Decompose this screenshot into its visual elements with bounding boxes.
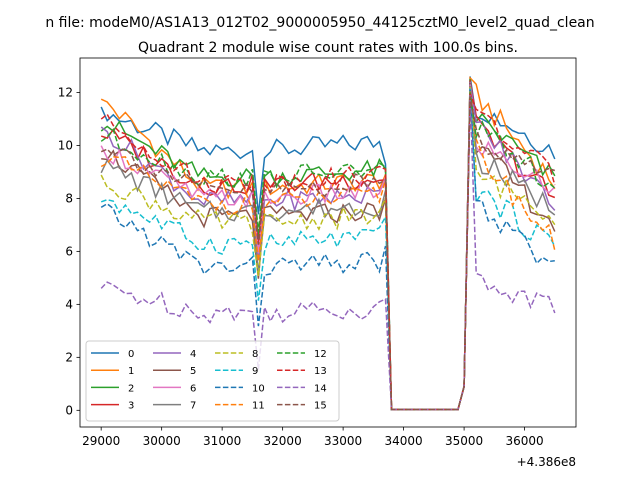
y-tick-label: 0 [65,403,73,417]
y-tick-label: 4 [65,297,73,311]
legend-label-8: 8 [252,349,258,360]
series-line-11 [100,91,556,411]
legend-label-0: 0 [128,349,134,360]
x-tick-label: 29000 [82,434,120,448]
legend-label-4: 4 [190,349,196,360]
series-line-9 [100,88,556,411]
x-tick-label: 33000 [324,434,362,448]
legend-label-14: 14 [314,383,327,394]
x-tick-label: 35000 [445,434,483,448]
legend-box [85,340,340,422]
x-tick-label: 34000 [385,434,423,448]
legend-label-3: 3 [128,401,134,412]
legend-label-10: 10 [252,383,265,394]
x-offset-text: +4.386e8 [517,455,576,469]
series-group [100,76,556,411]
y-tick-label: 6 [65,244,73,258]
series-line-8 [100,87,556,411]
series-line-10 [100,89,555,411]
legend-label-9: 9 [252,366,258,377]
series-line-4 [100,81,556,411]
legend-label-2: 2 [128,383,134,394]
series-line-14 [100,95,556,411]
x-tick-label: 30000 [143,434,181,448]
axes-frame [79,57,577,428]
chart-suptitle: n file: modeM0/AS1A13_012T02_9000005950_… [45,15,594,31]
x-tick-label: 36000 [505,434,543,448]
series-line-13 [100,93,556,411]
y-tick-label: 2 [65,350,73,364]
legend-label-12: 12 [314,349,327,360]
legend-label-5: 5 [190,366,196,377]
legend-label-6: 6 [190,383,196,394]
y-tick-label: 12 [58,85,73,99]
legend-label-7: 7 [190,401,196,412]
legend-label-11: 11 [252,401,265,412]
x-tick-label: 32000 [264,434,302,448]
series-line-15 [100,96,556,411]
legend-label-13: 13 [314,366,327,377]
series-line-6 [100,84,556,411]
chart-title: Quadrant 2 module wise count rates with … [138,40,518,56]
legend-label-1: 1 [128,366,134,377]
series-line-7 [100,85,556,411]
x-tick-label: 31000 [203,434,241,448]
plot-area: 29000 30000 31000 32000 33000 34000 35000 36000… [58,57,577,448]
y-tick-label: 8 [65,191,73,205]
y-tick-label: 10 [58,138,73,152]
legend-label-15: 15 [314,401,327,412]
